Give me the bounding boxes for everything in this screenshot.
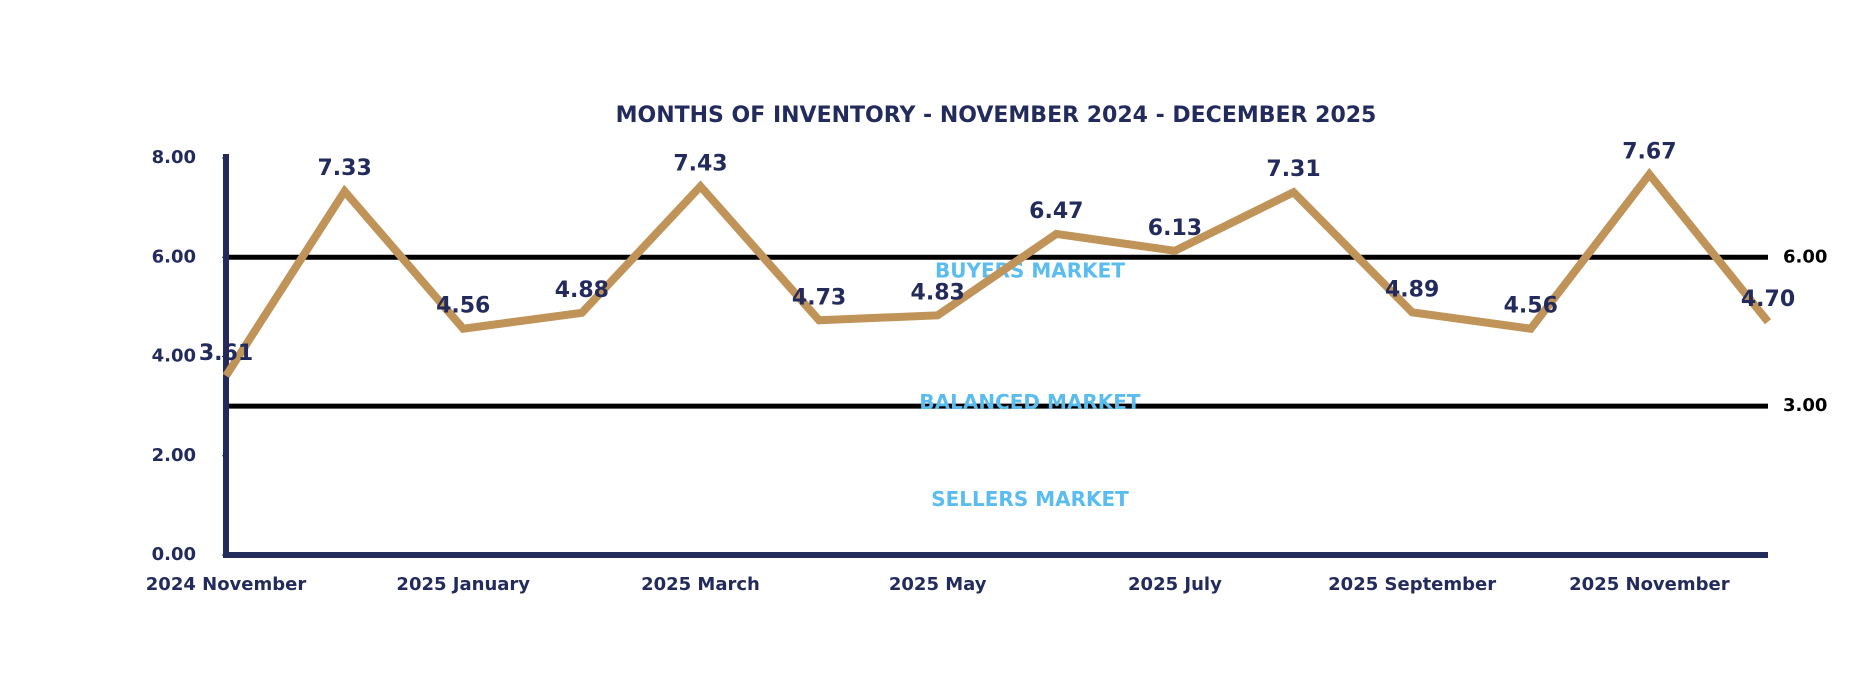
data-label: 7.43 <box>673 151 727 176</box>
zone-label: BUYERS MARKET <box>935 259 1125 283</box>
reference-label: 3.00 <box>1783 395 1827 416</box>
x-tick-label: 2025 May <box>889 574 987 595</box>
data-label: 3.61 <box>199 341 253 366</box>
data-label: 4.89 <box>1385 277 1439 302</box>
x-tick-label: 2025 July <box>1128 574 1222 595</box>
x-tick-label: 2025 March <box>641 574 760 595</box>
data-label: 4.88 <box>555 278 609 303</box>
data-label: 7.33 <box>317 156 371 181</box>
data-label: 4.70 <box>1741 287 1795 312</box>
x-tick-label: 2024 November <box>146 574 307 595</box>
chart-title: MONTHS OF INVENTORY - NOVEMBER 2024 - DE… <box>616 103 1377 128</box>
y-tick-label: 6.00 <box>152 246 196 267</box>
y-tick-label: 4.00 <box>152 346 196 367</box>
zone-label: SELLERS MARKET <box>931 487 1129 511</box>
y-tick-label: 0.00 <box>152 544 196 565</box>
data-label: 6.47 <box>1029 199 1083 224</box>
data-label: 4.56 <box>1504 294 1558 319</box>
data-label: 4.56 <box>436 294 490 319</box>
x-tick-label: 2025 November <box>1569 574 1730 595</box>
x-tick-label: 2025 September <box>1328 574 1496 595</box>
data-line <box>222 167 1772 379</box>
x-tick-label: 2025 January <box>396 574 530 595</box>
data-label: 6.13 <box>1148 216 1202 241</box>
y-tick-label: 2.00 <box>152 445 196 466</box>
zone-label: BALANCED MARKET <box>919 390 1141 414</box>
data-label: 4.73 <box>792 285 846 310</box>
data-label: 7.67 <box>1622 139 1676 164</box>
y-tick-label: 8.00 <box>152 147 196 168</box>
data-label: 4.83 <box>911 280 965 305</box>
data-label: 7.31 <box>1266 157 1320 182</box>
reference-label: 6.00 <box>1783 246 1827 267</box>
